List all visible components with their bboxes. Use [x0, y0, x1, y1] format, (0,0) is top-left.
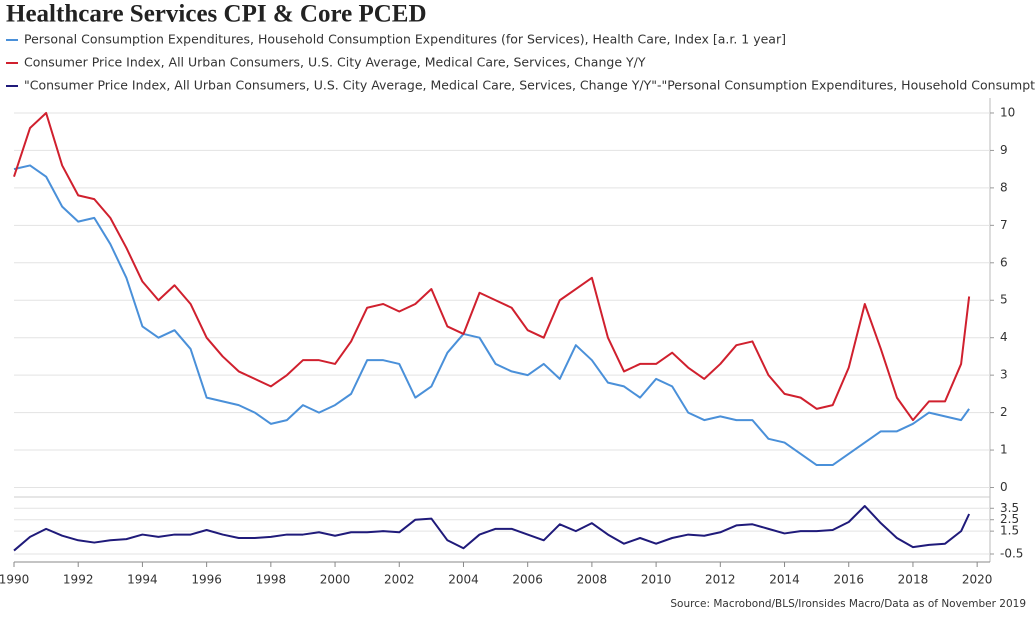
y-tick-label: 5	[1000, 293, 1008, 307]
x-tick-label: 2018	[898, 573, 929, 587]
y-tick-label: 3	[1000, 368, 1008, 382]
x-tick-label: 2002	[384, 573, 415, 587]
series-line	[13, 164, 970, 467]
y-tick-label: 10	[1000, 105, 1015, 119]
x-tick-label: 1994	[127, 573, 158, 587]
y-tick-label: 2	[1000, 405, 1008, 419]
series-line	[13, 505, 971, 552]
x-tick-label: 2004	[448, 573, 479, 587]
x-tick-label: 2010	[641, 573, 672, 587]
source-note: Source: Macrobond/BLS/Ironsides Macro/Da…	[670, 598, 1026, 610]
x-tick-label: 1990	[0, 573, 29, 587]
y-tick-label: 4	[1000, 330, 1008, 344]
x-tick-label: 2006	[512, 573, 543, 587]
series-line	[13, 111, 971, 422]
x-tick-label: 1992	[63, 573, 94, 587]
x-tick-label: 2016	[833, 573, 864, 587]
y-tick-label: 6	[1000, 255, 1008, 269]
y-tick-label: 1	[1000, 443, 1008, 457]
y-tick-label: -0.5	[1000, 547, 1023, 561]
y-tick-label: 2.5	[1000, 512, 1019, 526]
chart-title: Healthcare Services CPI & Core PCED	[6, 1, 427, 28]
x-tick-label: 2020	[962, 573, 993, 587]
y-tick-label: 9	[1000, 143, 1008, 157]
y-tick-label: 7	[1000, 218, 1008, 232]
y-tick-label: 1.5	[1000, 524, 1019, 538]
y-tick-label: 3.5	[1000, 501, 1019, 515]
x-tick-label: 2012	[705, 573, 736, 587]
x-tick-label: 2000	[320, 573, 351, 587]
legend-label: Personal Consumption Expenditures, House…	[24, 32, 786, 47]
x-tick-label: 2014	[769, 573, 800, 587]
x-tick-label: 2008	[577, 573, 608, 587]
legend-label: Consumer Price Index, All Urban Consumer…	[24, 55, 646, 70]
x-tick-label: 1998	[256, 573, 287, 587]
y-tick-label: 0	[1000, 480, 1008, 494]
y-tick-label: 8	[1000, 180, 1008, 194]
legend-label: "Consumer Price Index, All Urban Consume…	[24, 78, 1036, 93]
x-tick-label: 1996	[191, 573, 222, 587]
